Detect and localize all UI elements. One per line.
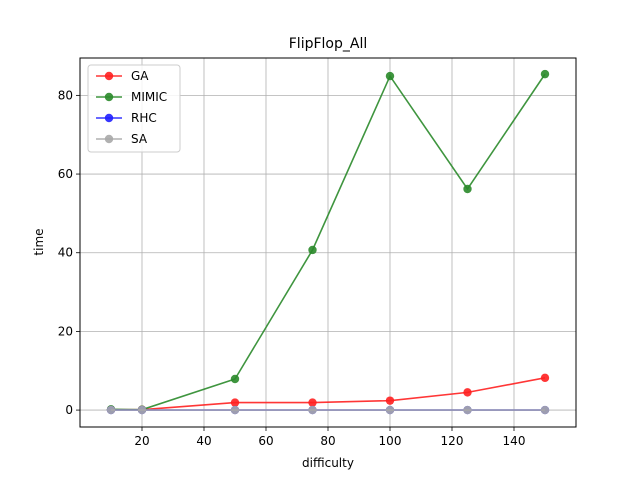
y-axis-label: time <box>32 228 46 255</box>
x-tick-label: 100 <box>379 434 402 448</box>
legend-item-mimic: MIMIC <box>96 90 167 104</box>
x-tick-label: 120 <box>441 434 464 448</box>
series-sa <box>106 405 550 415</box>
data-point-sa <box>106 405 116 415</box>
x-tick-label: 80 <box>320 434 335 448</box>
legend-marker-mimic <box>104 92 114 102</box>
data-point-mimic <box>308 245 317 255</box>
legend-marker-rhc <box>104 113 114 123</box>
x-tick-label: 140 <box>503 434 526 448</box>
x-axis-ticks: 20 40 60 80 100 120 140 <box>134 427 525 448</box>
data-point-ga <box>230 398 240 407</box>
data-point-sa <box>385 405 395 415</box>
data-point-mimic <box>540 69 550 79</box>
data-point-sa <box>137 405 147 415</box>
data-point-ga <box>463 388 472 397</box>
y-tick-label: 40 <box>58 246 73 260</box>
legend-label-ga: GA <box>131 69 149 83</box>
data-point-sa <box>540 405 550 415</box>
chart-title: FlipFlop_All <box>289 36 367 52</box>
y-tick-label: 0 <box>65 403 73 417</box>
data-point-mimic <box>230 374 240 384</box>
legend-label-rhc: RHC <box>131 111 157 125</box>
data-point-mimic <box>385 71 395 81</box>
legend-item-rhc: RHC <box>96 111 157 125</box>
y-axis-ticks: 0 20 40 60 80 <box>58 88 80 417</box>
legend-item-sa: SA <box>96 132 148 146</box>
x-tick-label: 40 <box>196 434 211 448</box>
x-tick-label: 60 <box>258 434 273 448</box>
y-tick-label: 20 <box>58 324 73 338</box>
legend-box <box>87 64 181 153</box>
x-tick-label: 20 <box>134 434 149 448</box>
data-point-ga <box>308 398 317 407</box>
data-point-sa <box>230 405 240 415</box>
legend: GA MIMIC RHC SA <box>87 64 181 153</box>
legend-item-ga: GA <box>96 69 149 83</box>
x-axis-label: difficulty <box>302 456 354 470</box>
y-tick-label: 80 <box>58 88 73 102</box>
legend-label-sa: SA <box>131 132 148 146</box>
y-tick-label: 60 <box>58 167 73 181</box>
data-point-sa <box>308 405 317 415</box>
data-point-ga <box>385 396 395 405</box>
legend-label-mimic: MIMIC <box>131 90 167 104</box>
legend-marker-sa <box>104 134 114 144</box>
series-layer <box>106 69 550 415</box>
data-point-mimic <box>463 184 472 194</box>
data-point-ga <box>540 373 550 383</box>
data-point-sa <box>463 405 472 415</box>
legend-marker-ga <box>104 71 114 81</box>
